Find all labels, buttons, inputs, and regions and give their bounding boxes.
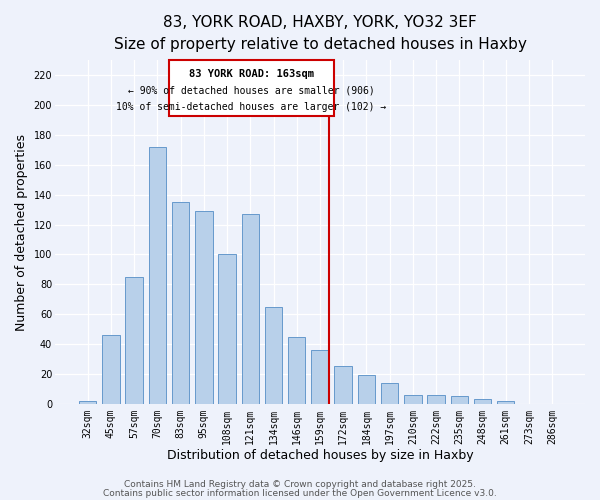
Bar: [497, 401, 514, 404]
Text: Contains HM Land Registry data © Crown copyright and database right 2025.: Contains HM Land Registry data © Crown c…: [124, 480, 476, 489]
Bar: [125, 277, 143, 404]
Bar: [474, 400, 491, 404]
Bar: [451, 396, 468, 404]
Bar: [79, 401, 97, 404]
FancyBboxPatch shape: [169, 60, 334, 116]
Y-axis label: Number of detached properties: Number of detached properties: [15, 134, 28, 330]
Bar: [218, 254, 236, 404]
Bar: [288, 336, 305, 404]
Bar: [172, 202, 190, 404]
Text: Contains public sector information licensed under the Open Government Licence v3: Contains public sector information licen…: [103, 489, 497, 498]
Bar: [404, 395, 422, 404]
Bar: [358, 376, 375, 404]
Bar: [149, 147, 166, 404]
Bar: [427, 395, 445, 404]
Bar: [381, 383, 398, 404]
Title: 83, YORK ROAD, HAXBY, YORK, YO32 3EF
Size of property relative to detached house: 83, YORK ROAD, HAXBY, YORK, YO32 3EF Siz…: [113, 15, 526, 52]
Bar: [102, 335, 119, 404]
Bar: [242, 214, 259, 404]
Text: 10% of semi-detached houses are larger (102) →: 10% of semi-detached houses are larger (…: [116, 102, 386, 113]
Bar: [334, 366, 352, 404]
Bar: [195, 211, 212, 404]
X-axis label: Distribution of detached houses by size in Haxby: Distribution of detached houses by size …: [167, 450, 473, 462]
Bar: [311, 350, 329, 404]
Bar: [265, 307, 282, 404]
Text: 83 YORK ROAD: 163sqm: 83 YORK ROAD: 163sqm: [189, 69, 314, 79]
Text: ← 90% of detached houses are smaller (906): ← 90% of detached houses are smaller (90…: [128, 86, 375, 96]
